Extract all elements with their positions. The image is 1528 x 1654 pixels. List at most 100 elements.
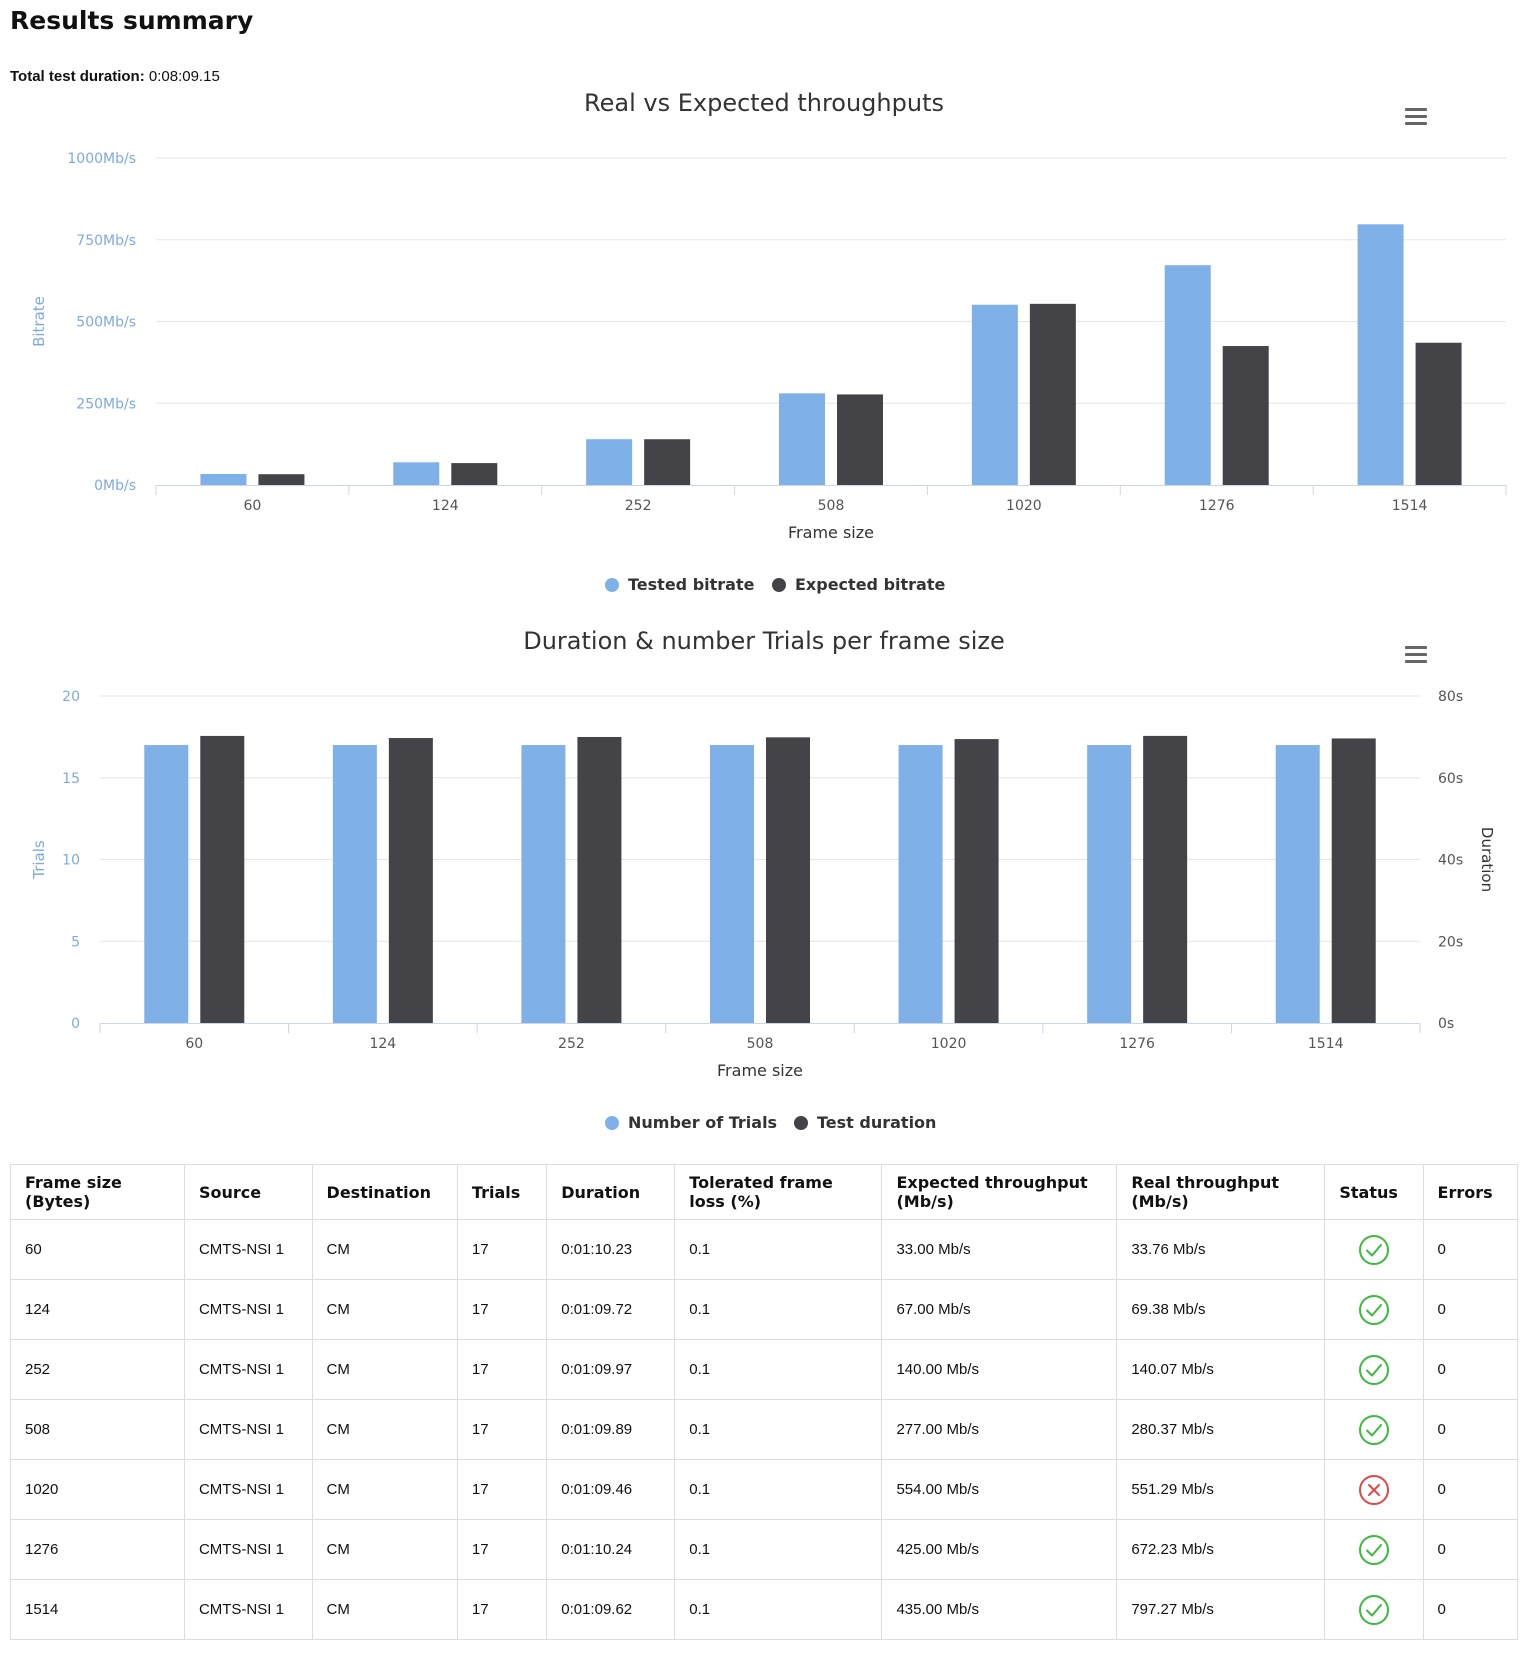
x-circle-icon <box>1358 1474 1389 1505</box>
cell-loss: 0.1 <box>674 1519 883 1580</box>
legend-item-test-duration[interactable]: Test duration <box>794 1113 936 1132</box>
header-col-real: Real throughput (Mb/s) <box>1116 1164 1326 1220</box>
status-circle <box>1358 1234 1389 1265</box>
table-header-row: Frame size (Bytes) Source Destination Trial… <box>10 1164 1519 1220</box>
cell-errors: 0 <box>1422 1219 1519 1280</box>
x-tick-label: 1020 <box>931 1036 967 1052</box>
legend-marker <box>605 578 619 592</box>
legend-item-tested-bitrate[interactable]: Tested bitrate <box>605 575 755 594</box>
x-tick-label: 1514 <box>1392 498 1428 514</box>
table-row: 1276 CMTS-NSI 1 CM 17 0:01:10.24 0.1 425.00 Mb… <box>10 1519 1519 1580</box>
y-tick-label: 20 <box>62 689 80 705</box>
y2-axis-title: Duration <box>1478 827 1496 892</box>
cell-errors: 0 <box>1422 1459 1519 1520</box>
x-axis-title: Frame size <box>788 523 874 542</box>
cell-status <box>1324 1279 1424 1340</box>
check-circle-icon <box>1358 1414 1389 1445</box>
chart-title: Duration & number Trials per frame size <box>523 627 1005 655</box>
cell-trials: 17 <box>456 1519 548 1580</box>
cell-frame-size: 508 <box>10 1399 185 1460</box>
cell-frame-size: 1276 <box>10 1519 185 1580</box>
header-col-destination: Destination <box>311 1164 458 1220</box>
cell-source: CMTS-NSI 1 <box>183 1459 313 1520</box>
menu-line <box>1405 646 1427 649</box>
x-axis-title: Frame size <box>717 1061 803 1080</box>
cell-destination: CM <box>311 1279 458 1340</box>
bar-test-duration <box>1331 738 1376 1023</box>
chart-menu-icon[interactable] <box>1401 102 1431 130</box>
page-title: Results summary <box>10 6 254 35</box>
bar-number-of-trials <box>898 745 943 1023</box>
header-col-source: Source <box>183 1164 313 1220</box>
cell-duration: 0:01:09.46 <box>546 1459 676 1520</box>
legend-item-number-of-trials[interactable]: Number of Trials <box>605 1113 777 1132</box>
status-circle <box>1358 1474 1389 1505</box>
bar-number-of-trials <box>521 745 566 1023</box>
cell-loss: 0.1 <box>674 1279 883 1340</box>
bar-test-duration <box>388 738 433 1023</box>
status-circle <box>1358 1594 1389 1625</box>
header-col-errors: Errors <box>1422 1164 1519 1220</box>
table-row: 1020 CMTS-NSI 1 CM 17 0:01:09.46 0.1 554.00 Mb… <box>10 1459 1519 1520</box>
cell-errors: 0 <box>1422 1519 1519 1580</box>
cell-source: CMTS-NSI 1 <box>183 1279 313 1340</box>
cell-trials: 17 <box>456 1399 548 1460</box>
cell-status <box>1324 1459 1424 1520</box>
cell-real: 797.27 Mb/s <box>1116 1579 1326 1640</box>
cell-expected: 277.00 Mb/s <box>881 1399 1118 1460</box>
cell-expected: 554.00 Mb/s <box>881 1459 1118 1520</box>
bar-number-of-trials <box>710 745 754 1023</box>
cell-duration: 0:01:09.97 <box>546 1339 676 1400</box>
cell-loss: 0.1 <box>674 1339 883 1400</box>
header-col-loss: Tolerated frame loss (%) <box>674 1164 883 1220</box>
cell-frame-size: 60 <box>10 1219 185 1280</box>
y-tick-label: 0Mb/s <box>94 478 136 494</box>
menu-hit-area[interactable] <box>1401 640 1431 668</box>
menu-line <box>1405 122 1427 125</box>
bar-test-duration <box>954 739 999 1023</box>
cell-expected: 435.00 Mb/s <box>881 1579 1118 1640</box>
check-circle-icon <box>1358 1294 1389 1325</box>
menu-hit-area[interactable] <box>1401 102 1431 130</box>
x-tick-label: 60 <box>185 1036 203 1052</box>
cell-errors: 0 <box>1422 1339 1519 1400</box>
cell-errors: 0 <box>1422 1399 1519 1460</box>
bar-tested-bitrate <box>971 304 1018 485</box>
cell-errors: 0 <box>1422 1279 1519 1340</box>
chart-menu-icon[interactable] <box>1401 640 1431 668</box>
table-row: 1514 CMTS-NSI 1 CM 17 0:01:09.62 0.1 435.00 Mb… <box>10 1579 1519 1640</box>
check-circle-icon <box>1358 1534 1389 1565</box>
y2-tick-label: 40s <box>1438 853 1463 869</box>
throughput-chart: Real vs Expected throughputs 0Mb/s 250Mb/s… <box>0 84 1528 604</box>
bar-number-of-trials <box>1087 745 1132 1023</box>
chart-title: Real vs Expected throughputs <box>584 89 944 117</box>
status-circle <box>1358 1354 1389 1385</box>
check-mark <box>1365 1543 1382 1556</box>
cell-status <box>1324 1339 1424 1400</box>
bar-test-duration <box>766 737 810 1023</box>
cell-destination: CM <box>311 1219 458 1280</box>
cell-source: CMTS-NSI 1 <box>183 1339 313 1400</box>
throughput-chart-svg: Real vs Expected throughputs 0Mb/s 250Mb/s… <box>30 89 1507 594</box>
bar-expected-bitrate <box>451 463 498 485</box>
table-body: 60 CMTS-NSI 1 CM 17 0:01:10.23 0.1 33.00 Mb/s 3… <box>10 1219 1519 1640</box>
y-tick-label: 10 <box>62 853 80 869</box>
cell-duration: 0:01:10.23 <box>546 1219 676 1280</box>
legend-label: Test duration <box>817 1113 936 1132</box>
cell-real: 672.23 Mb/s <box>1116 1519 1326 1580</box>
x-tick-label: 252 <box>558 1036 585 1052</box>
x-tick-label: 1514 <box>1308 1036 1344 1052</box>
bar-expected-bitrate <box>644 439 691 485</box>
bar-tested-bitrate <box>1164 265 1211 485</box>
y-axis-title: Bitrate <box>30 296 48 347</box>
x-tick-label: 508 <box>747 1036 774 1052</box>
cell-real: 33.76 Mb/s <box>1116 1219 1326 1280</box>
legend-item-expected-bitrate[interactable]: Expected bitrate <box>772 575 945 594</box>
bar-expected-bitrate <box>837 394 883 485</box>
x-tick-label: 1276 <box>1119 1036 1155 1052</box>
bar-expected-bitrate <box>258 474 305 485</box>
check-circle-icon <box>1358 1234 1389 1265</box>
bar-test-duration <box>1143 735 1188 1023</box>
cell-trials: 17 <box>456 1219 548 1280</box>
check-mark <box>1365 1243 1382 1256</box>
